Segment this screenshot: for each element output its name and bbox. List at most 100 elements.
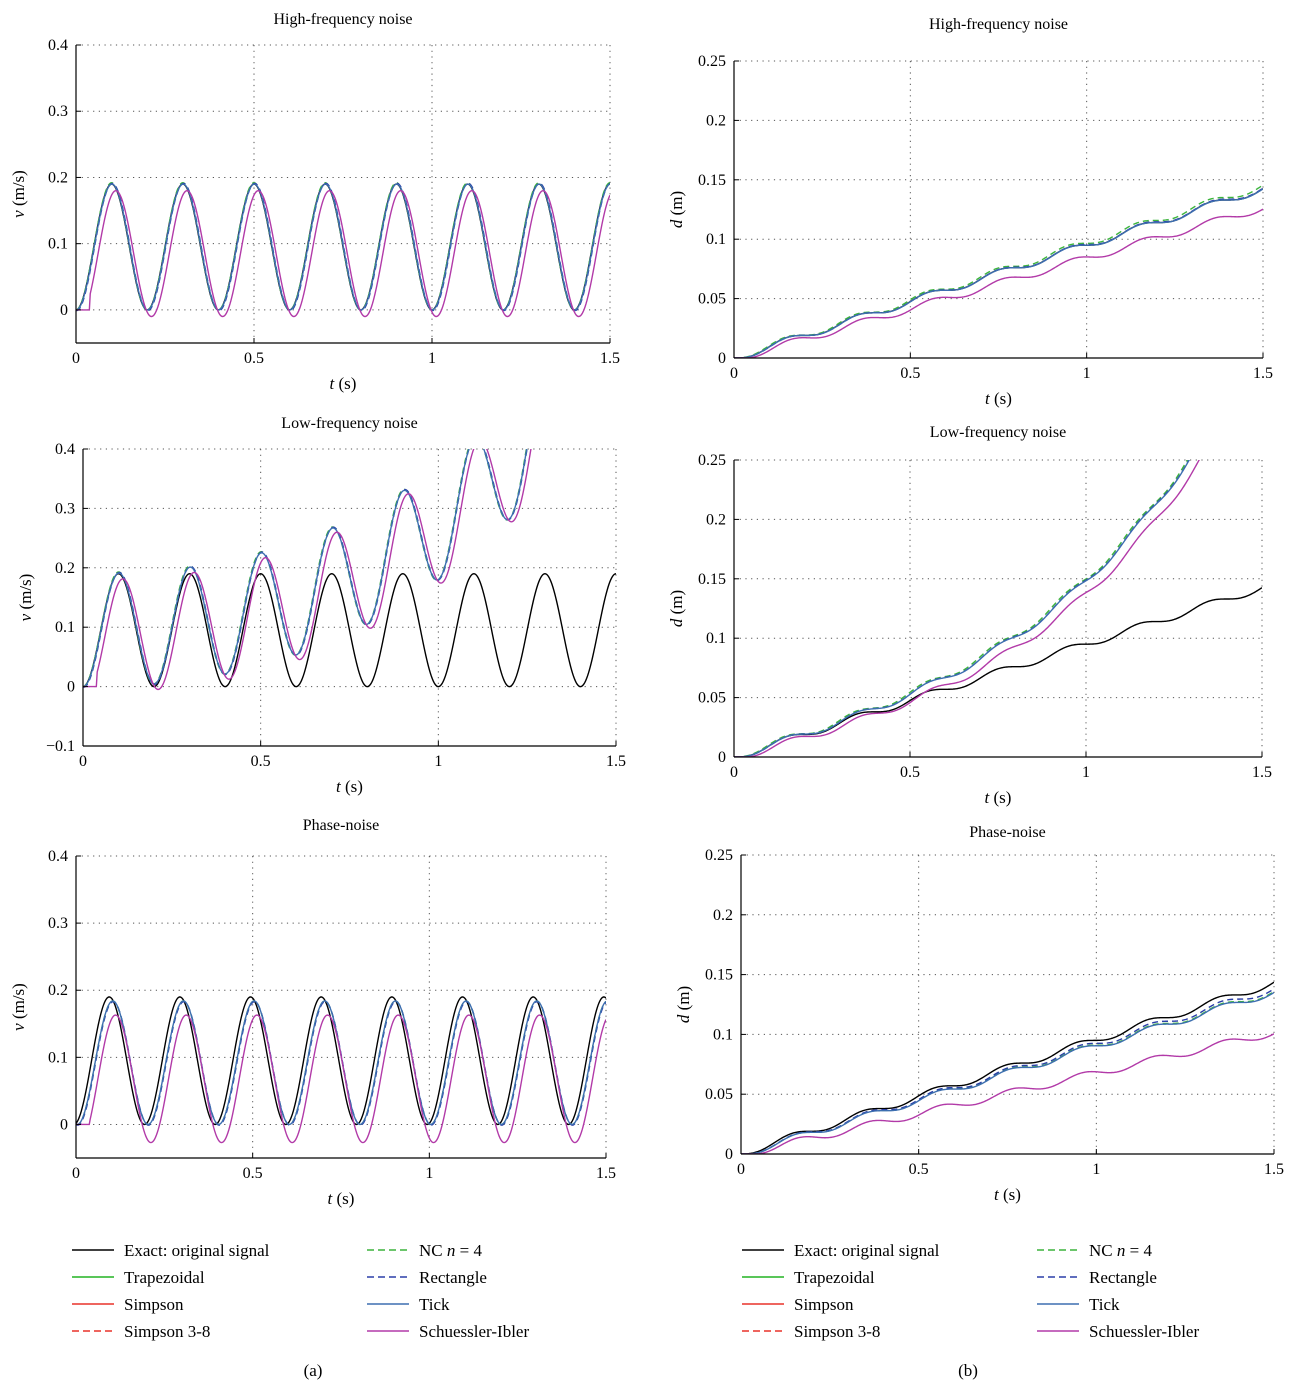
- x-tick-label: 1: [1083, 365, 1091, 382]
- x-tick-label: 1.5: [600, 350, 620, 367]
- y-tick-label: 0.4: [55, 441, 75, 458]
- series-line-tick: [76, 1001, 606, 1124]
- y-tick-label: −0.1: [46, 738, 75, 755]
- series-line-schuessler-ibler: [734, 354, 1262, 757]
- y-tick-label: 0.15: [698, 172, 726, 189]
- x-tick-label: 0.5: [251, 753, 271, 770]
- y-axis-label: v (m/s): [16, 574, 35, 622]
- y-tick-label: 0.4: [48, 37, 68, 54]
- x-axis-label: t (s): [985, 788, 1012, 807]
- legend-label: Schuessler-Ibler: [419, 1322, 529, 1341]
- y-tick-label: 0.15: [705, 967, 733, 984]
- x-tick-label: 1: [425, 1165, 433, 1182]
- legend-label: Tick: [1089, 1295, 1120, 1314]
- legend-label: Rectangle: [419, 1268, 487, 1287]
- legend-label: Schuessler-Ibler: [1089, 1322, 1199, 1341]
- series-line-nc-n-4: [83, 279, 616, 687]
- y-axis-label: d (m): [667, 191, 686, 228]
- x-tick-label: 1.5: [1252, 764, 1272, 781]
- x-tick-label: 0: [730, 365, 738, 382]
- y-tick-label: 0.05: [705, 1086, 733, 1103]
- y-tick-label: 0.1: [55, 619, 75, 636]
- y-tick-label: 0: [67, 679, 75, 696]
- y-tick-label: 0.2: [706, 511, 726, 528]
- x-tick-label: 0.5: [243, 1165, 263, 1182]
- chart-title: Phase-noise: [969, 824, 1045, 841]
- y-tick-label: 0.1: [48, 236, 68, 253]
- series-line-exact-original-signal: [76, 997, 606, 1124]
- x-axis-label: t (s): [330, 374, 357, 393]
- x-tick-label: 0.5: [900, 365, 920, 382]
- x-tick-label: 0: [72, 350, 80, 367]
- y-tick-label: 0.1: [706, 630, 726, 647]
- y-tick-label: 0: [718, 350, 726, 367]
- series-line-nc-n-4: [734, 185, 1263, 358]
- x-axis-label: t (s): [994, 1185, 1021, 1204]
- y-tick-label: 0.2: [706, 112, 726, 129]
- x-tick-label: 0: [79, 753, 87, 770]
- series-line-rectangle: [741, 989, 1274, 1154]
- legends-layer: Exact: original signalTrapezoidalSimpson…: [72, 1241, 1199, 1341]
- series-line-nc-n-4: [76, 1001, 606, 1124]
- y-tick-label: 0.4: [48, 848, 68, 865]
- x-tick-label: 0: [72, 1165, 80, 1182]
- series-line-schuessler-ibler: [76, 1015, 606, 1143]
- chart-title: High-frequency noise: [929, 16, 1068, 33]
- legend-label: Simpson: [124, 1295, 184, 1314]
- y-tick-label: 0.1: [706, 231, 726, 248]
- y-tick-label: 0.3: [48, 915, 68, 932]
- x-axis-label: t (s): [328, 1189, 355, 1208]
- legend-label: Exact: original signal: [124, 1241, 270, 1260]
- legend-a: Exact: original signalTrapezoidalSimpson…: [72, 1241, 529, 1341]
- chart-b3: 0 0.5 1 1.500.050.10.150.20.25Phase-noiset …: [674, 824, 1284, 1204]
- y-tick-label: 0.2: [55, 560, 75, 577]
- series-group: [734, 185, 1263, 358]
- y-tick-label: 0.1: [48, 1049, 68, 1066]
- x-tick-label: 0.5: [909, 1161, 929, 1178]
- x-tick-label: 0.5: [900, 764, 920, 781]
- legend-label: Exact: original signal: [794, 1241, 940, 1260]
- series-line-tick: [76, 184, 610, 310]
- y-axis-label: v (m/s): [9, 983, 28, 1031]
- y-tick-label: 0.2: [48, 982, 68, 999]
- y-tick-label: 0.1: [713, 1026, 733, 1043]
- x-tick-label: 1: [428, 350, 436, 367]
- legend-label: Rectangle: [1089, 1268, 1157, 1287]
- chart-title: Low-frequency noise: [281, 415, 417, 432]
- y-axis-label: d (m): [667, 590, 686, 627]
- chart-title: Phase-noise: [303, 817, 379, 834]
- y-tick-label: 0: [60, 1116, 68, 1133]
- y-axis-label: v (m/s): [9, 170, 28, 218]
- series-line-tick: [83, 280, 616, 687]
- legend-label: Simpson: [794, 1295, 854, 1314]
- chart-b2: 0 0.5 1 1.5 0 0.05 0.1 0.15 0.2 0.25 Low-frequency…: [667, 330, 1272, 807]
- legend-b: Exact: original signalTrapezoidalSimpson…: [742, 1241, 1199, 1341]
- series-group: [76, 997, 606, 1143]
- y-tick-label: 0.25: [705, 847, 733, 864]
- x-tick-label: 1.5: [1264, 1161, 1284, 1178]
- y-tick-label: 0.15: [698, 571, 726, 588]
- chart-a3: 0 0.5 1 1.5 0 0.1 0.2 0.3 0.4 Phase-noise t (s) v (…: [9, 817, 616, 1208]
- y-tick-label: 0.2: [48, 169, 68, 186]
- y-tick-label: 0.25: [698, 53, 726, 70]
- series-line-rectangle: [76, 1002, 606, 1125]
- series-line-rectangle: [83, 279, 616, 687]
- x-tick-label: 1: [434, 753, 442, 770]
- legend-label: Simpson 3-8: [794, 1322, 880, 1341]
- y-tick-label: 0.3: [48, 103, 68, 120]
- x-tick-label: 0: [730, 764, 738, 781]
- x-axis-label: t (s): [336, 777, 363, 796]
- series-group: [83, 279, 616, 690]
- charts-layer: 0 0.5 1 1.5 0 0.1 0.2 0.3 0.4 High-frequency nois…: [9, 11, 1284, 1208]
- y-tick-label: 0: [725, 1146, 733, 1163]
- chart-title: High-frequency noise: [273, 11, 412, 28]
- x-tick-label: 1: [1092, 1161, 1100, 1178]
- legend-label: NC n = 4: [419, 1241, 482, 1260]
- x-axis-label: t (s): [985, 389, 1012, 408]
- legend-label: NC n = 4: [1089, 1241, 1152, 1260]
- chart-a1: 0 0.5 1 1.5 0 0.1 0.2 0.3 0.4 High-frequency nois…: [9, 11, 620, 393]
- x-tick-label: 0: [737, 1161, 745, 1178]
- y-tick-label: 0: [718, 749, 726, 766]
- series-group: [76, 183, 610, 317]
